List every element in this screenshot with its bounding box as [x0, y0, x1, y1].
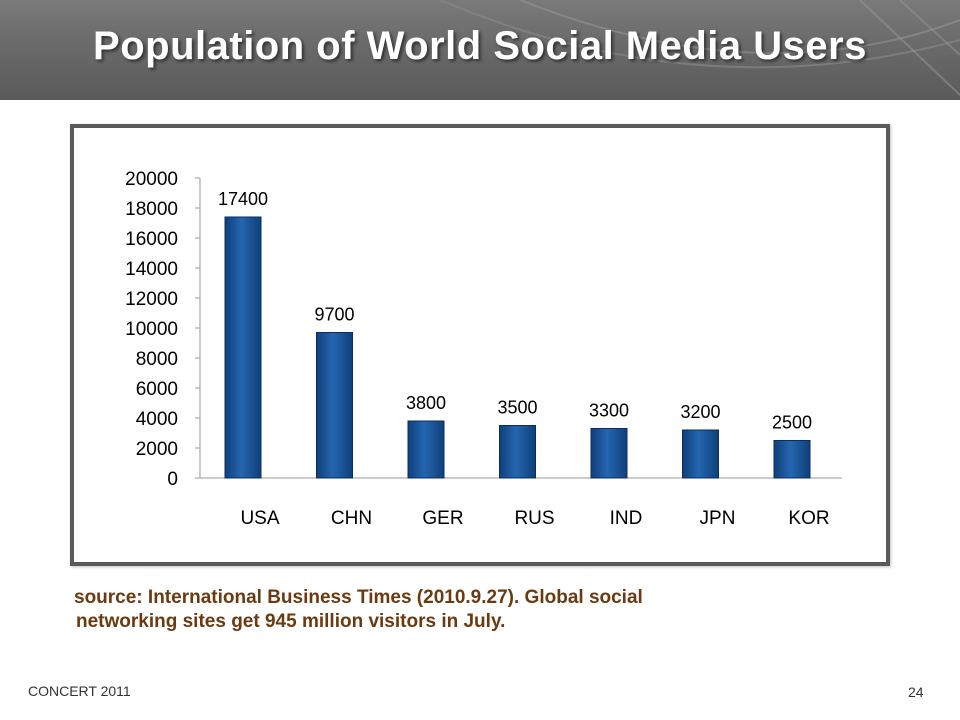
bar-kor [773, 440, 811, 479]
y-tick-label: 18000 [125, 199, 178, 220]
category-label: KOR [788, 508, 829, 529]
data-label: 3200 [680, 402, 720, 422]
bar-chn [316, 332, 353, 479]
data-label: 9700 [314, 305, 354, 325]
x-axis: USA CHN GER RUS IND JPN KOR [200, 477, 842, 529]
data-label: 3500 [497, 398, 537, 418]
slide-header: Population of World Social Media Users [0, 0, 960, 100]
category-label: JPN [700, 508, 736, 529]
y-tick-label: 0 [167, 469, 178, 490]
y-tick-label: 4000 [136, 409, 178, 430]
data-label: 2500 [772, 413, 812, 433]
category-label: IND [610, 508, 643, 529]
bar-usa [224, 216, 262, 479]
y-tick-label: 12000 [125, 289, 178, 310]
page-number: 24 [908, 684, 924, 700]
bar-rus [499, 425, 536, 479]
y-tick-label: 14000 [125, 259, 178, 280]
bar-ind [590, 428, 628, 479]
category-label: USA [240, 508, 279, 529]
source-line-1: source: International Business Times (20… [74, 587, 643, 608]
slide-title: Population of World Social Media Users [93, 24, 867, 68]
data-label: 3300 [589, 401, 629, 421]
y-axis: 0 2000 4000 6000 8000 10000 12000 14000 16000 180… [125, 169, 201, 490]
data-label: 3800 [406, 393, 446, 413]
y-tick-label: 2000 [136, 439, 178, 460]
bar-ger [407, 420, 445, 479]
category-label: CHN [331, 508, 372, 529]
source-line-2: networking sites get 945 million visitor… [76, 611, 506, 632]
header-decoration [439, 0, 960, 96]
category-label: RUS [514, 508, 554, 529]
y-tick-label: 16000 [125, 229, 178, 250]
source-note: source: International Business Times (20… [54, 586, 834, 634]
category-label: GER [422, 508, 463, 529]
data-label: 17400 [218, 189, 268, 209]
bars: 17400 9700 3800 3500 3300 3200 2500 [218, 189, 812, 479]
chart-frame: 0 2000 4000 6000 8000 10000 12000 14000 16000 180… [70, 124, 890, 566]
y-tick-label: 10000 [125, 319, 178, 340]
bar-jpn [682, 429, 719, 479]
y-tick-label: 20000 [125, 169, 178, 190]
y-tick-label: 6000 [136, 379, 178, 400]
y-tick-label: 8000 [136, 349, 178, 370]
footer-conference: CONCERT 2011 [28, 683, 131, 699]
bar-chart: 0 2000 4000 6000 8000 10000 12000 14000 16000 180… [125, 169, 842, 529]
